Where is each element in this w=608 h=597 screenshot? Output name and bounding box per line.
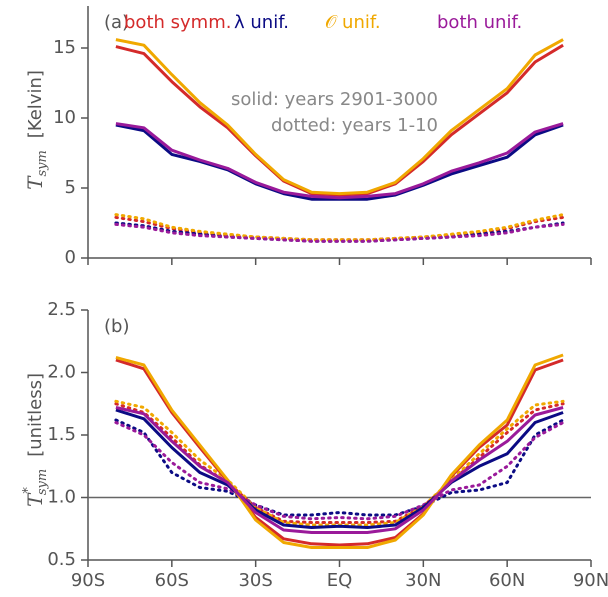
x-tick-label: 30N [405,570,441,591]
y-axis-label: Tsym [Kelvin] [23,70,50,190]
x-tick-label: 90N [573,570,608,591]
y-label-subscript: sym [35,150,50,176]
panel-label: (a) [104,12,129,33]
legend-entry: λ unif. [234,12,289,33]
y-tick-label: 0.5 [47,549,76,570]
x-tick-label: 90S [71,570,105,591]
y-label-superscript: * [21,487,36,494]
panel-label: (b) [104,316,129,337]
y-axis-label: T*sym [unitless] [21,373,50,507]
legend-entry: both unif. [437,12,522,33]
x-tick-label: 30S [238,570,272,591]
x-tick-label: 60S [155,570,189,591]
y-label-symbol: T [23,492,47,507]
annotation: dotted: years 1-10 [271,115,438,136]
y-label-unit: [unitless] [25,373,46,457]
y-tick-label: 2.5 [47,299,76,320]
solid-line [115,353,564,549]
y-label-symbol: T [23,175,47,190]
y-label-unit: [Kelvin] [25,70,46,138]
y-tick-label: 1.0 [47,487,76,508]
y-tick-label: 15 [53,37,76,58]
x-tick-label: EQ [327,570,353,591]
solid-line [115,358,564,547]
y-tick-label: 5 [65,177,76,198]
dotted-line [114,418,565,517]
dotted-line [114,402,565,524]
dotted-line [114,213,565,242]
solid-line [115,123,564,201]
y-tick-label: 0 [65,247,76,268]
x-tick-label: 60N [489,570,525,591]
annotation: solid: years 2901-3000 [231,89,438,110]
legend-entry: both symm. [124,12,231,33]
solid-line [115,38,564,196]
solid-line [115,406,564,534]
y-tick-label: 1.5 [47,424,76,445]
legend-entry: 𝒪 unif. [325,12,381,33]
solid-line [115,122,564,200]
dotted-line [114,421,565,521]
solid-line [115,408,564,529]
y-tick-label: 10 [53,107,76,128]
dotted-line [114,221,565,243]
y-tick-label: 2.0 [47,362,76,383]
y-label-subscript: sym [35,469,50,495]
dotted-line [114,399,565,527]
